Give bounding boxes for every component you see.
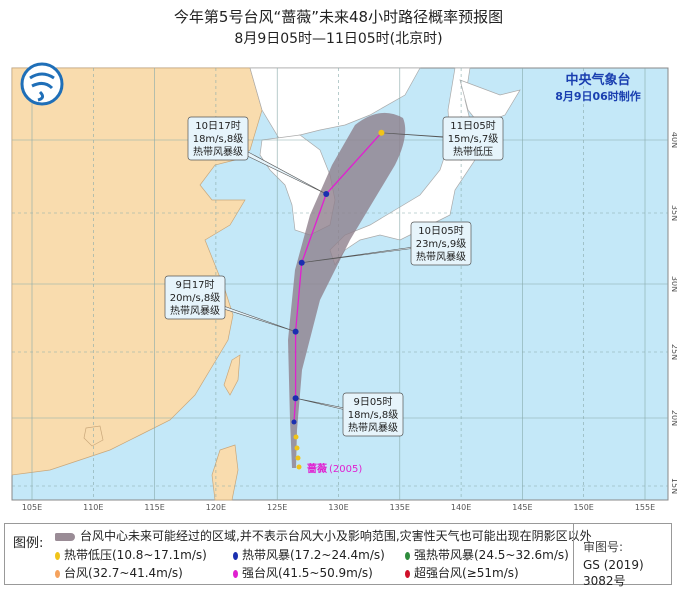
forecast-point[interactable] xyxy=(292,328,299,335)
forecast-level: 热带低压 xyxy=(453,145,493,158)
map-canvas: 105E 110E 115E 120E 125E 130E 135E 140E 145E 150E… xyxy=(11,62,677,512)
past-point xyxy=(291,419,297,425)
forecast-point[interactable] xyxy=(378,129,385,136)
forecast-wind: 23m/s,9级 xyxy=(416,238,467,250)
lon-label: 115E xyxy=(144,503,164,512)
land-taiwan xyxy=(223,354,241,396)
legend-item: 热带低压(10.8~17.1m/s) xyxy=(55,546,207,563)
forecast-wind: 18m/s,8级 xyxy=(348,409,399,421)
review-label: 审图号: xyxy=(583,540,624,554)
land-hokkaido xyxy=(459,79,521,126)
lon-label: 135E xyxy=(390,503,410,512)
latitude-labels: 40N 35N 30N 25N 20N 15N xyxy=(670,132,677,494)
agency-name: 中央气象台 xyxy=(565,72,630,88)
legend-item: 热带风暴(17.2~24.4m/s) xyxy=(233,546,385,563)
forecast-level: 热带风暴级 xyxy=(193,145,243,158)
forecast-point[interactable] xyxy=(323,191,330,198)
lon-label: 145E xyxy=(512,503,532,512)
issue-time: 8月9日06时制作 xyxy=(555,89,641,103)
legend-item: 强热带风暴(24.5~32.6m/s) xyxy=(405,546,569,563)
forecast-level: 热带风暴级 xyxy=(416,250,466,263)
lon-label: 130E xyxy=(328,503,348,512)
forecast-track xyxy=(293,132,382,423)
legend-item: 超强台风(≥51m/s) xyxy=(405,564,519,581)
review-number: GS (2019) 3082号 xyxy=(583,558,644,588)
forecast-time: 9日17时 xyxy=(175,279,214,291)
lat-label: 30N xyxy=(670,276,677,292)
typhoon-name: 蔷薇 (2005) xyxy=(307,462,362,475)
graticule xyxy=(12,68,668,500)
legend-item: 强台风(41.5~50.9m/s) xyxy=(233,564,373,581)
lat-label: 35N xyxy=(670,205,677,221)
land-north xyxy=(249,67,421,141)
past-point xyxy=(295,455,301,461)
probability-cone xyxy=(288,112,406,468)
past-point xyxy=(293,434,299,440)
forecast-wind: 15m/s,7级 xyxy=(448,133,499,145)
forecast-time: 9日05时 xyxy=(353,396,392,408)
lon-label: 150E xyxy=(574,503,594,512)
lon-label: 140E xyxy=(451,503,471,512)
cma-logo xyxy=(20,62,64,106)
legend-divider xyxy=(573,524,574,584)
legend-item: 台风(32.7~41.4m/s) xyxy=(55,564,183,581)
forecast-level: 热带风暴级 xyxy=(170,304,220,317)
lon-label: 125E xyxy=(267,503,287,512)
lon-label: 120E xyxy=(206,503,226,512)
forecast-point[interactable] xyxy=(298,259,305,266)
lat-label: 40N xyxy=(670,132,677,148)
forecast-wind: 18m/s,8级 xyxy=(193,133,244,145)
forecast-time: 10日05时 xyxy=(418,225,463,237)
super-typhoon-dot-icon xyxy=(405,569,410,578)
past-point xyxy=(294,445,300,451)
lat-label: 25N xyxy=(670,344,677,360)
severe-tropical-storm-dot-icon xyxy=(405,551,410,560)
lon-label: 110E xyxy=(83,503,103,512)
tropical-depression-dot-icon xyxy=(55,551,60,560)
lon-label: 105E xyxy=(22,503,42,512)
past-point xyxy=(296,464,302,470)
forecast-time: 10日17时 xyxy=(195,120,240,132)
forecast-time: 11日05时 xyxy=(450,120,495,132)
forecast-level: 热带风暴级 xyxy=(348,421,398,434)
legend: 图例: 台风中心未来可能经过的区域,并不表示台风大小及影响范围,灾害性天气也可能… xyxy=(4,523,672,588)
tropical-storm-dot-icon xyxy=(233,551,238,560)
lat-label: 20N xyxy=(670,410,677,426)
map-subtitle: 8月9日05时—11日05时(北京时) xyxy=(234,31,443,47)
severe-typhoon-dot-icon xyxy=(233,569,238,578)
legend-cone-text: 台风中心未来可能经过的区域,并不表示台风大小及影响范围,灾害性天气也可能出现在阴… xyxy=(80,529,592,543)
lat-label: 15N xyxy=(670,478,677,494)
typhoon-dot-icon xyxy=(55,569,60,578)
lon-label: 155E xyxy=(635,503,655,512)
cone-swatch xyxy=(55,532,75,541)
forecast-point[interactable] xyxy=(292,395,299,402)
longitude-labels: 105E 110E 115E 120E 125E 130E 135E 140E 145E 150E… xyxy=(22,503,655,512)
forecast-wind: 20m/s,8级 xyxy=(170,292,221,304)
legend-label: 图例: xyxy=(13,536,44,551)
map-title: 今年第5号台风“蔷薇”未来48小时路径概率预报图 xyxy=(173,8,504,26)
